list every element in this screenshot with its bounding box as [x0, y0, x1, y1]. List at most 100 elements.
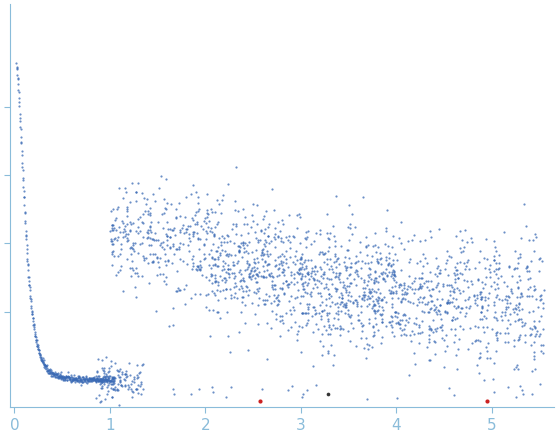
Point [191, 265, 200, 272]
Point [43, 368, 52, 375]
Point [422, 278, 431, 285]
Point [103, 376, 112, 383]
Point [466, 325, 475, 332]
Point [258, 215, 267, 222]
Point [244, 229, 253, 236]
Point [224, 271, 233, 278]
Point [172, 246, 181, 253]
Point [127, 394, 136, 401]
Point [316, 293, 325, 300]
Point [530, 323, 539, 330]
Point [103, 378, 112, 385]
Point [514, 316, 523, 323]
Point [363, 345, 372, 352]
Point [410, 290, 418, 297]
Point [97, 376, 106, 383]
Point [71, 376, 80, 383]
Point [121, 381, 129, 388]
Point [35, 351, 44, 358]
Point [110, 383, 119, 390]
Point [525, 237, 533, 244]
Point [220, 295, 229, 302]
Point [290, 274, 299, 281]
Point [387, 272, 396, 279]
Point [267, 185, 276, 192]
Point [117, 263, 126, 270]
Point [204, 223, 213, 230]
Point [107, 240, 116, 247]
Point [218, 263, 227, 270]
Point [296, 259, 305, 266]
Point [389, 272, 398, 279]
Point [259, 267, 268, 274]
Point [387, 328, 396, 335]
Point [295, 265, 304, 272]
Point [288, 232, 297, 239]
Point [425, 336, 434, 343]
Point [193, 221, 202, 228]
Point [307, 269, 316, 276]
Point [389, 271, 398, 278]
Point [108, 237, 117, 244]
Point [296, 254, 305, 261]
Point [107, 377, 116, 384]
Point [54, 374, 62, 381]
Point [189, 182, 198, 189]
Point [301, 243, 310, 250]
Point [131, 188, 140, 195]
Point [153, 255, 162, 262]
Point [335, 278, 344, 285]
Point [410, 319, 418, 326]
Point [133, 374, 142, 381]
Point [320, 323, 329, 329]
Point [65, 375, 74, 382]
Point [35, 354, 44, 361]
Point [442, 248, 451, 255]
Point [490, 243, 499, 250]
Point [97, 376, 105, 383]
Point [360, 345, 369, 352]
Point [319, 250, 328, 257]
Point [70, 379, 79, 386]
Point [79, 378, 88, 385]
Point [60, 374, 69, 381]
Point [310, 275, 319, 282]
Point [398, 311, 407, 318]
Point [368, 253, 377, 260]
Point [360, 276, 369, 283]
Point [70, 375, 79, 382]
Point [229, 274, 238, 281]
Point [319, 250, 328, 257]
Point [189, 252, 198, 259]
Point [107, 385, 116, 392]
Point [109, 373, 118, 380]
Point [181, 213, 190, 220]
Point [274, 297, 283, 304]
Point [261, 297, 270, 304]
Point [398, 296, 407, 303]
Point [492, 270, 501, 277]
Point [253, 201, 262, 208]
Point [98, 378, 107, 385]
Point [316, 312, 325, 319]
Point [30, 325, 39, 332]
Point [263, 262, 272, 269]
Point [295, 322, 304, 329]
Point [36, 351, 45, 358]
Point [296, 266, 305, 273]
Point [143, 228, 152, 235]
Point [431, 328, 440, 335]
Point [264, 233, 273, 240]
Point [58, 374, 67, 381]
Point [113, 386, 122, 393]
Point [281, 260, 290, 267]
Point [469, 292, 478, 299]
Point [487, 326, 496, 333]
Point [535, 318, 543, 325]
Point [329, 322, 338, 329]
Point [151, 250, 160, 257]
Point [230, 198, 239, 205]
Point [97, 379, 106, 386]
Point [422, 343, 431, 350]
Point [396, 324, 405, 331]
